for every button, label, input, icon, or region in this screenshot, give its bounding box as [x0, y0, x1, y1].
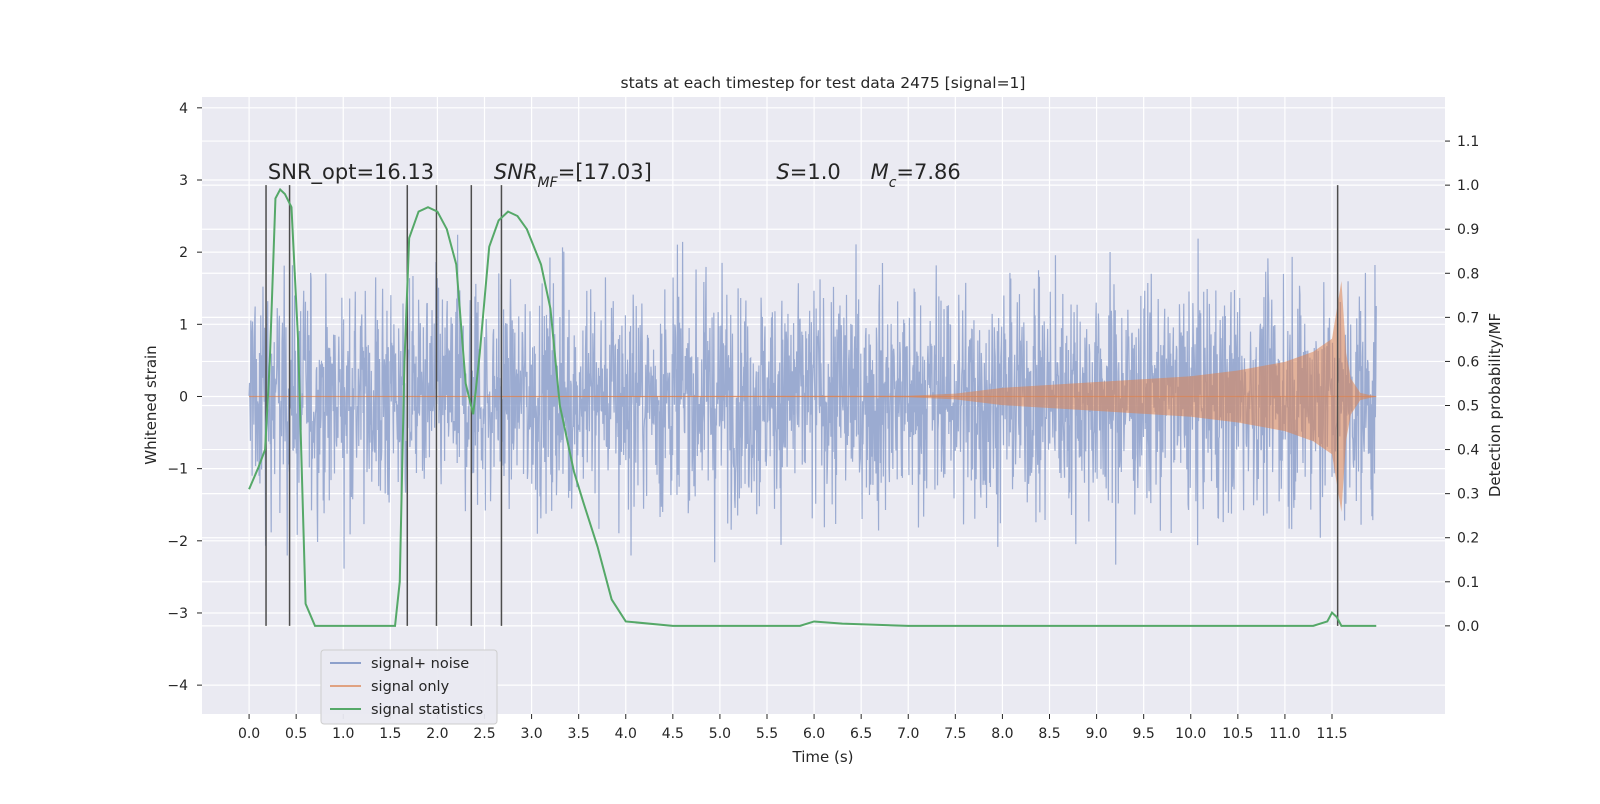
x-tick-label: 5.0: [709, 726, 731, 742]
x-tick-label: 4.0: [615, 726, 637, 742]
y-tick-label-right: 0.7: [1457, 310, 1479, 326]
x-tick-label: 11.0: [1269, 726, 1300, 742]
annotation-0: SNR_opt=16.13: [268, 160, 434, 185]
x-tick-label: 9.0: [1085, 726, 1107, 742]
x-tick-label: 1.0: [332, 726, 354, 742]
y-tick-label-left: −4: [167, 678, 188, 694]
y-tick-label-right: 0.2: [1457, 531, 1479, 547]
y-axis-label-left: Whitened strain: [142, 345, 160, 464]
x-tick-label: 3.0: [520, 726, 542, 742]
y-tick-label-left: 1: [179, 317, 188, 333]
chart-title: stats at each timestep for test data 247…: [621, 74, 1026, 92]
signal-statistics-series: [248, 187, 1377, 627]
annotation-value: =[17.03]: [558, 160, 652, 184]
y-axis-label-right: Detection probability/MF: [1486, 313, 1504, 497]
annotation-1: SNRMF=[17.03]: [494, 160, 652, 191]
x-tick-label: 4.5: [662, 726, 684, 742]
x-tick-label: 9.5: [1133, 726, 1155, 742]
y-tick-label-right: 0.0: [1457, 619, 1479, 635]
x-axis-label: Time (s): [792, 748, 854, 766]
x-tick-label: 8.5: [1038, 726, 1060, 742]
legend-label-noise: signal+ noise: [371, 656, 469, 672]
y-tick-label-left: 0: [179, 389, 188, 405]
signal-statistics-line: [248, 187, 1377, 627]
marker-lines: [265, 185, 1339, 626]
y-tick-label-right: 0.5: [1457, 399, 1479, 415]
x-tick-label: 11.5: [1316, 726, 1347, 742]
annotation-main: M: [871, 160, 889, 184]
y-tick-label-right: 0.6: [1457, 354, 1479, 370]
y-tick-label-right: 0.9: [1457, 222, 1479, 238]
y-tick-label-right: 0.8: [1457, 266, 1479, 282]
annotation-main: S: [776, 160, 789, 184]
x-tick-label: 0.0: [238, 726, 260, 742]
annotation-main: SNR: [494, 160, 538, 184]
y-tick-label-right: 1.0: [1457, 178, 1479, 194]
legend-box: [320, 649, 498, 725]
y-tick-label-right: 0.1: [1457, 575, 1479, 591]
annotation-value: =7.86: [896, 160, 960, 184]
x-tick-label: 7.5: [944, 726, 966, 742]
y-tick-label-right: 1.1: [1457, 134, 1479, 150]
x-tick-label: 10.0: [1175, 726, 1206, 742]
legend: signal+ noise signal only signal statist…: [320, 649, 498, 725]
axes: 0.0 0.5 1.0 1.5 2.0 2.5 3.0 3.5 4.0 4.5 5.0 5.5 6.0 6…: [167, 101, 1479, 742]
y-tick-label-left: 4: [179, 101, 188, 117]
y-tick-label-left: 2: [179, 245, 188, 261]
annotation-subscript: c: [889, 175, 897, 191]
annotations: SNR_opt=16.13 SNRMF=[17.03] S=1.0 Mc=7.86: [268, 160, 961, 191]
y-tick-label-right: 0.3: [1457, 487, 1479, 503]
x-tick-label: 8.0: [991, 726, 1013, 742]
legend-label-statistics: signal statistics: [371, 702, 483, 718]
annotation-3: Mc=7.86: [871, 160, 961, 191]
x-tick-label: 1.5: [379, 726, 401, 742]
y-tick-label-left: −2: [167, 534, 188, 550]
x-tick-label: 0.5: [285, 726, 307, 742]
y-tick-label-left: −3: [167, 606, 188, 622]
x-tick-label: 7.0: [897, 726, 919, 742]
legend-label-signal: signal only: [371, 679, 450, 695]
x-tick-label: 2.0: [426, 726, 448, 742]
x-tick-label: 5.5: [756, 726, 778, 742]
x-tick-label: 6.5: [850, 726, 872, 742]
annotation-subscript: MF: [538, 175, 559, 191]
x-tick-label: 10.5: [1222, 726, 1253, 742]
y-tick-label-right: 0.4: [1457, 443, 1479, 459]
x-tick-label: 2.5: [473, 726, 495, 742]
x-tick-label: 6.0: [803, 726, 825, 742]
annotation-2: S=1.0: [776, 160, 840, 184]
annotation-value: =1.0: [790, 160, 841, 184]
y-tick-label-left: −1: [167, 462, 188, 478]
x-tick-label: 3.5: [568, 726, 590, 742]
y-tick-label-left: 3: [179, 173, 188, 189]
